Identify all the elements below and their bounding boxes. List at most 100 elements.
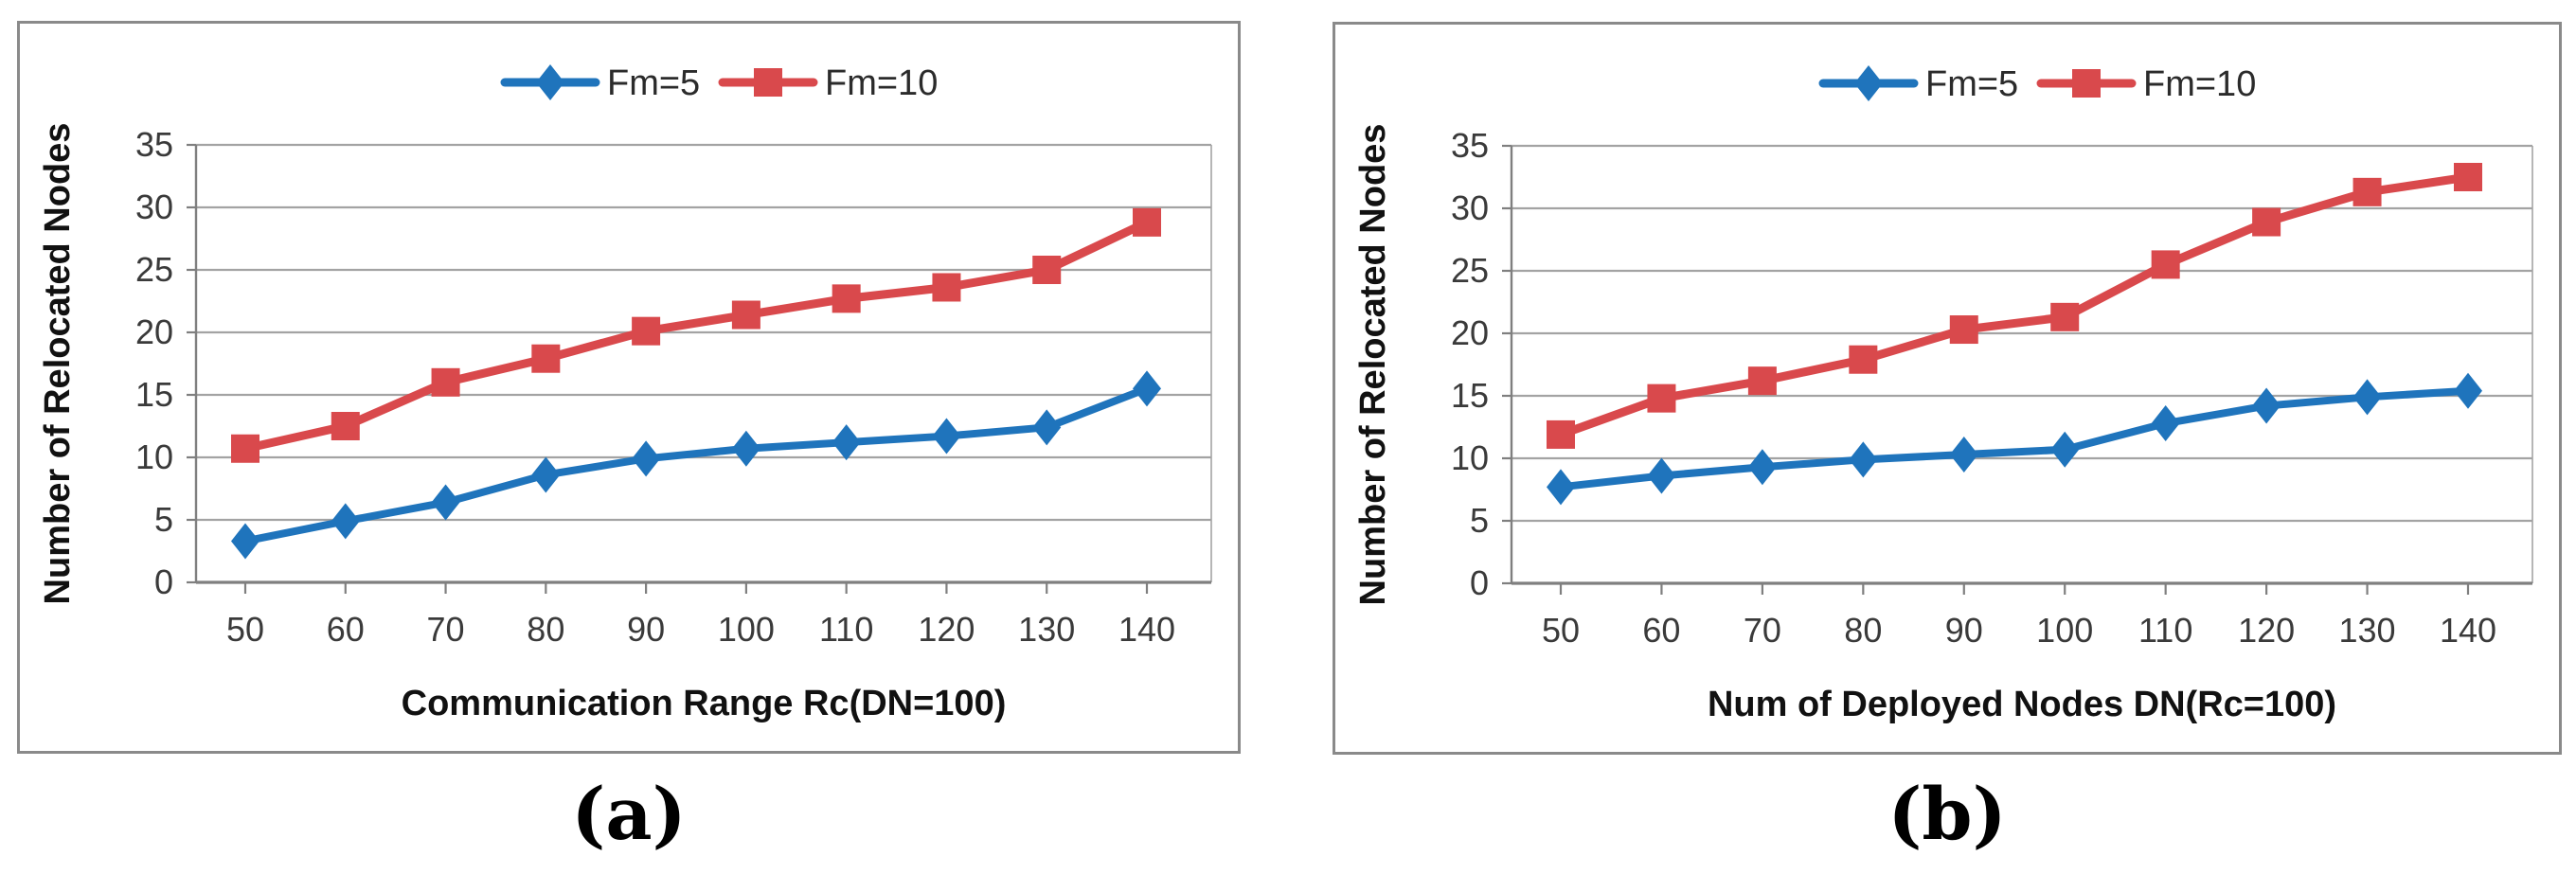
x-tick-label: 50 — [1542, 611, 1580, 650]
x-tick-label: 90 — [627, 610, 665, 649]
y-tick-label: 15 — [1451, 376, 1489, 415]
data-point — [2252, 207, 2281, 237]
data-point — [431, 484, 460, 521]
series-Fm=5 — [1547, 372, 2482, 506]
data-point — [2151, 405, 2180, 442]
line-chart-a: 0 5 10 15 20 25 30 35 50 60 70 80 90 100 110 120 130 140 C… — [38, 63, 1212, 723]
legend-label: Fm=10 — [2143, 64, 2256, 104]
x-tick-label: 90 — [1945, 611, 1983, 650]
data-point — [531, 344, 561, 373]
data-point — [1747, 449, 1777, 486]
data-point — [731, 430, 760, 467]
y-tick-label: 20 — [1451, 313, 1489, 352]
data-point — [1849, 441, 1878, 478]
y-tick-label: 10 — [135, 437, 173, 476]
data-point — [231, 434, 259, 463]
series-line — [1556, 172, 2473, 439]
x-tick-label: 140 — [1118, 610, 1175, 649]
x-tick-label: 60 — [327, 610, 365, 649]
legend-label: Fm=5 — [1925, 64, 2018, 104]
x-tick-label: 80 — [527, 610, 564, 649]
y-tick-label: 30 — [1451, 188, 1489, 227]
series-Fm=5 — [231, 370, 1161, 560]
series-Fm=10 — [231, 207, 1161, 463]
data-point — [1747, 366, 1777, 396]
y-axis-title: Number of Relocated Nodes — [1353, 124, 1393, 606]
data-point — [832, 424, 861, 461]
y-tick-label: 30 — [135, 187, 173, 226]
data-point — [1547, 419, 1575, 449]
y-tick-label: 5 — [154, 500, 173, 539]
series-line — [1557, 386, 2472, 491]
figure-caption-a: (a) — [571, 772, 687, 856]
data-point — [431, 367, 460, 397]
data-point — [1949, 315, 1978, 345]
x-tick-label: 110 — [819, 610, 873, 649]
chart-panel-b: 0 5 10 15 20 25 30 35 50 60 70 80 90 100 110 120 130 140 N… — [1333, 22, 2562, 755]
x-tick-label: 120 — [918, 610, 975, 649]
series-line — [241, 218, 1152, 454]
y-tick-label: 35 — [1451, 126, 1489, 165]
y-tick-label: 5 — [1470, 501, 1489, 540]
x-tick-label: 110 — [2138, 611, 2192, 650]
data-point — [1133, 370, 1161, 407]
data-point — [832, 284, 861, 313]
data-point — [1647, 383, 1676, 413]
x-axis-title: Communication Range Rc(DN=100) — [402, 684, 1007, 723]
y-tick-label: 25 — [135, 250, 173, 289]
data-point — [1647, 457, 1676, 494]
data-point — [2454, 372, 2482, 409]
chart-panel-a: 0 5 10 15 20 25 30 35 50 60 70 80 90 100 110 120 130 140 C… — [17, 21, 1241, 754]
figure-caption-b: (b) — [1887, 772, 2007, 856]
y-tick-label: 25 — [1451, 251, 1489, 290]
x-tick-label: 100 — [718, 610, 775, 649]
legend-label: Fm=10 — [825, 63, 938, 103]
y-tick-label: 35 — [135, 125, 173, 164]
legend: Fm=5 Fm=10 — [500, 63, 938, 103]
data-point — [2454, 163, 2482, 191]
data-point — [2352, 177, 2382, 206]
data-point — [1854, 65, 1883, 101]
data-point — [1547, 469, 1575, 506]
y-tick-label: 0 — [154, 562, 173, 601]
x-tick-label: 70 — [1744, 611, 1781, 650]
x-tick-label: 130 — [2339, 611, 2396, 650]
y-tick-label: 0 — [1470, 563, 1489, 602]
x-axis-title: Num of Deployed Nodes DN(Rc=100) — [1708, 685, 2336, 724]
data-point — [1849, 345, 1878, 374]
data-point — [2352, 379, 2382, 416]
y-tick-label: 10 — [1451, 438, 1489, 477]
legend-label: Fm=5 — [607, 63, 700, 103]
data-point — [1032, 409, 1062, 446]
y-tick-label: 15 — [135, 375, 173, 414]
data-point — [1032, 256, 1062, 284]
data-point — [331, 503, 360, 540]
x-tick-label: 100 — [2036, 611, 2093, 650]
x-tick-label: 130 — [1018, 610, 1075, 649]
series-line — [242, 384, 1151, 545]
data-point — [331, 412, 360, 440]
x-tick-label: 70 — [427, 610, 465, 649]
x-tick-label: 80 — [1844, 611, 1882, 650]
data-point — [531, 456, 561, 493]
data-point — [731, 300, 760, 330]
data-point — [2252, 387, 2281, 424]
data-point — [231, 523, 259, 560]
legend: Fm=5 Fm=10 — [1818, 64, 2256, 104]
data-point — [632, 316, 661, 346]
data-point — [754, 68, 782, 97]
x-tick-label: 50 — [226, 610, 264, 649]
data-point — [2050, 302, 2080, 331]
data-point — [2050, 431, 2080, 468]
data-point — [932, 273, 961, 302]
x-tick-label: 60 — [1642, 611, 1680, 650]
y-axis-title: Number of Relocated Nodes — [38, 123, 78, 605]
line-chart-b: 0 5 10 15 20 25 30 35 50 60 70 80 90 100 110 120 130 140 N… — [1353, 64, 2533, 724]
data-point — [1949, 437, 1978, 473]
x-tick-label: 140 — [2440, 611, 2496, 650]
data-point — [2072, 69, 2101, 98]
data-point — [1133, 207, 1161, 237]
y-tick-label: 20 — [135, 312, 173, 351]
series-Fm=10 — [1547, 163, 2482, 449]
data-point — [632, 440, 661, 477]
